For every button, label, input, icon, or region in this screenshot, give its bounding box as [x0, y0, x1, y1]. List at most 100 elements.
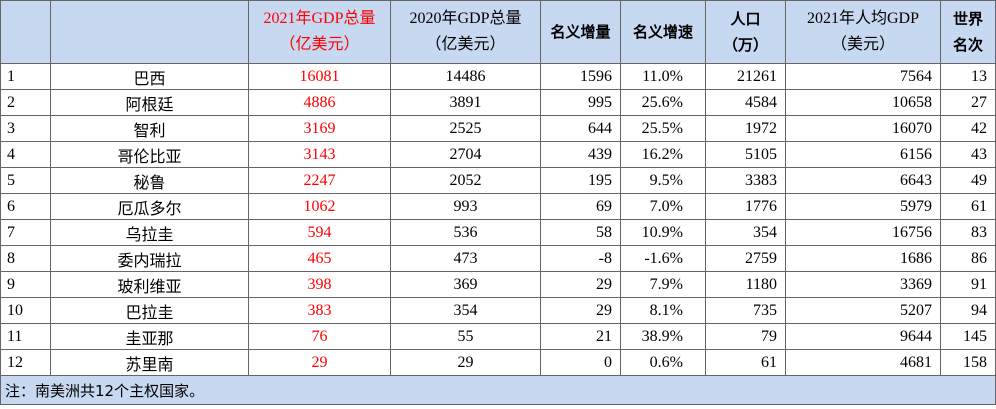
table-cell: 2	[0, 89, 51, 116]
table-cell: 9	[0, 271, 51, 298]
table-cell: 735	[705, 297, 786, 324]
table-cell: 25.5%	[620, 115, 706, 142]
table-cell: 354	[705, 219, 786, 246]
table-cell: 61	[940, 193, 996, 220]
header-cell: 世界 名次	[940, 0, 996, 64]
table-cell: 21261	[705, 63, 786, 90]
note-text: 注：南美洲共12个主权国家。	[0, 375, 996, 405]
table-cell: 10	[0, 297, 51, 324]
table-cell: 398	[248, 271, 391, 298]
table-cell: 3	[0, 115, 51, 142]
table-row: 5 秘鲁 2247 2052 195 9.5% 3383 6643 49	[0, 167, 996, 194]
table-cell: 5	[0, 167, 51, 194]
table-cell: 3383	[705, 167, 786, 194]
table-cell: 9644	[785, 323, 941, 350]
table-cell: 厄瓜多尔	[50, 193, 249, 220]
table-cell: 43	[940, 141, 996, 168]
table-cell: 11.0%	[620, 63, 706, 90]
table-cell: 1686	[785, 245, 941, 272]
table-cell: 195	[540, 167, 621, 194]
table-cell: 16756	[785, 219, 941, 246]
table-cell: 1972	[705, 115, 786, 142]
table-cell: 2525	[390, 115, 541, 142]
table-cell: 3369	[785, 271, 941, 298]
table-cell: 2052	[390, 167, 541, 194]
table-row: 11 圭亚那 76 55 21 38.9% 79 9644 145	[0, 323, 996, 350]
header-cell: 2020年GDP总量 （亿美元）	[390, 0, 541, 64]
table-cell: 1	[0, 63, 51, 90]
table-cell: 4584	[705, 89, 786, 116]
table-cell: 473	[390, 245, 541, 272]
table-cell: 644	[540, 115, 621, 142]
table-cell: 42	[940, 115, 996, 142]
header-text: 世界	[952, 10, 983, 28]
header-text: 名次	[952, 36, 983, 54]
table-cell: 苏里南	[50, 349, 249, 376]
table-cell: 993	[390, 193, 541, 220]
note-row: 注：南美洲共12个主权国家。	[0, 375, 996, 405]
table-cell: -1.6%	[620, 245, 706, 272]
table-cell: 94	[940, 297, 996, 324]
table-row: 1 巴西 16081 14486 1596 11.0% 21261 7564 13	[0, 63, 996, 90]
table-cell: -8	[540, 245, 621, 272]
header-text: 名义增速	[632, 23, 693, 41]
table-body: 1 巴西 16081 14486 1596 11.0% 21261 7564 13 2 阿根廷 488…	[0, 63, 996, 405]
table-cell: 7	[0, 219, 51, 246]
table-cell: 1776	[705, 193, 786, 220]
table-row: 7 乌拉圭 594 536 58 10.9% 354 16756 83	[0, 219, 996, 246]
header-cell: 2021年人均GDP （美元）	[785, 0, 941, 64]
table-row: 10 巴拉圭 383 354 29 8.1% 735 5207 94	[0, 297, 996, 324]
header-cell: 名义增量	[540, 0, 621, 64]
table-cell: 5979	[785, 193, 941, 220]
table-cell: 439	[540, 141, 621, 168]
table-cell: 16070	[785, 115, 941, 142]
table-cell: 委内瑞拉	[50, 245, 249, 272]
table-cell: 55	[390, 323, 541, 350]
table-cell: 巴拉圭	[50, 297, 249, 324]
table-cell: 27	[940, 89, 996, 116]
table-cell: 29	[390, 349, 541, 376]
table-cell: 7.9%	[620, 271, 706, 298]
table-row: 6 厄瓜多尔 1062 993 69 7.0% 1776 5979 61	[0, 193, 996, 220]
table-cell: 3891	[390, 89, 541, 116]
table-row: 9 玻利维亚 398 369 29 7.9% 1180 3369 91	[0, 271, 996, 298]
table-cell: 2704	[390, 141, 541, 168]
header-text: 2021年GDP总量	[263, 10, 376, 27]
table-row: 2 阿根廷 4886 3891 995 25.6% 4584 10658 27	[0, 89, 996, 116]
table-cell: 3143	[248, 141, 391, 168]
table-cell: 阿根廷	[50, 89, 249, 116]
table-row: 4 哥伦比亚 3143 2704 439 16.2% 5105 6156 43	[0, 141, 996, 168]
table-cell: 1596	[540, 63, 621, 90]
table-cell: 7.0%	[620, 193, 706, 220]
table-cell: 4681	[785, 349, 941, 376]
table-cell: 6156	[785, 141, 941, 168]
table-cell: 13	[940, 63, 996, 90]
table-cell: 圭亚那	[50, 323, 249, 350]
table-cell: 29	[540, 271, 621, 298]
header-text: 2020年GDP总量	[409, 10, 522, 27]
header-cell: 名义增速	[620, 0, 706, 64]
table-cell: 21	[540, 323, 621, 350]
table-row: 8 委内瑞拉 465 473 -8 -1.6% 2759 1686 86	[0, 245, 996, 272]
table-cell: 995	[540, 89, 621, 116]
table-cell: 594	[248, 219, 391, 246]
table-cell: 69	[540, 193, 621, 220]
table-cell: 哥伦比亚	[50, 141, 249, 168]
table-cell: 383	[248, 297, 391, 324]
table-cell: 智利	[50, 115, 249, 142]
header-text: 人口	[730, 10, 761, 28]
header-cell: 人口 （万）	[705, 0, 786, 64]
table-row: 12 苏里南 29 29 0 0.6% 61 4681 158	[0, 349, 996, 376]
table-cell: 369	[390, 271, 541, 298]
table-cell: 6	[0, 193, 51, 220]
table-cell: 10.9%	[620, 219, 706, 246]
table-cell: 79	[705, 323, 786, 350]
table-cell: 38.9%	[620, 323, 706, 350]
table-cell: 5105	[705, 141, 786, 168]
table-cell: 9.5%	[620, 167, 706, 194]
header-text: （亿美元）	[279, 36, 360, 53]
table-cell: 76	[248, 323, 391, 350]
table-cell: 11	[0, 323, 51, 350]
